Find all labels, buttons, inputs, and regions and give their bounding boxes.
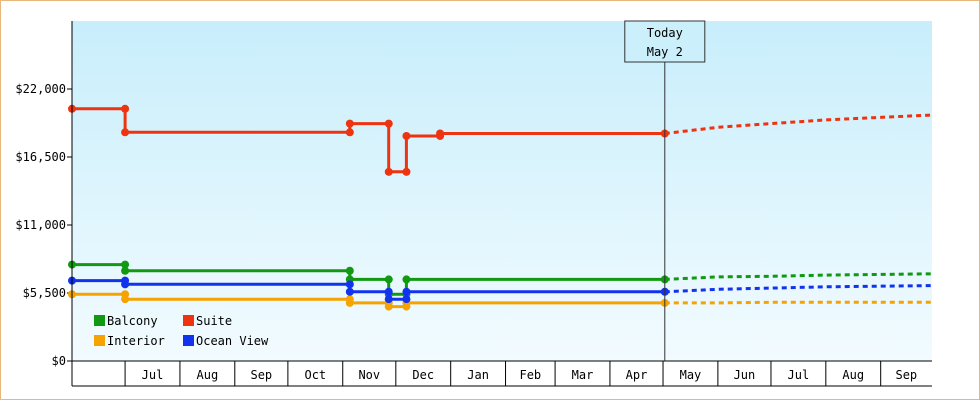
- x-tick-label: Apr: [626, 368, 648, 382]
- data-point-balcony: [345, 266, 354, 275]
- x-tick-label: Jan: [467, 368, 489, 382]
- legend: Balcony Suite Interior Ocean View: [94, 314, 269, 348]
- data-point-suite: [345, 119, 354, 128]
- today-date-label: May 2: [647, 45, 683, 59]
- legend-swatch-suite: [183, 315, 194, 326]
- legend-swatch-balcony: [94, 315, 105, 326]
- data-point-balcony: [121, 266, 130, 275]
- y-tick-label: $5,500: [23, 286, 66, 300]
- data-point-suite: [121, 104, 130, 113]
- legend-label-ocean-view: Ocean View: [196, 334, 269, 348]
- y-tick-label: $11,000: [15, 218, 66, 232]
- x-tick-label: Jul: [142, 368, 164, 382]
- x-tick-label: Oct: [304, 368, 326, 382]
- data-point-balcony: [384, 275, 393, 284]
- data-point-ocean-view: [402, 295, 411, 304]
- today-marker: Today May 2: [624, 20, 706, 361]
- x-tick-label: Aug: [197, 368, 219, 382]
- y-tick-label: $0: [52, 354, 66, 368]
- y-axis-ticks: $0 $5,500 $11,000 $16,500 $22,000: [15, 82, 72, 368]
- series-layer: [68, 104, 933, 311]
- data-point-suite: [121, 128, 130, 137]
- x-tick-label: Feb: [519, 368, 541, 382]
- data-point-balcony: [402, 275, 411, 284]
- legend-label-interior: Interior: [107, 334, 165, 348]
- legend-swatch-ocean-view: [183, 335, 194, 346]
- data-point-ocean-view: [121, 280, 130, 289]
- legend-label-balcony: Balcony: [107, 314, 158, 328]
- x-axis: Jul Aug Sep Oct Nov Dec Jan Feb Mar Apr May Jun Jul A…: [72, 360, 932, 387]
- x-tick-label: Nov: [358, 368, 380, 382]
- x-tick-label: Aug: [842, 368, 864, 382]
- data-point-balcony: [121, 260, 130, 269]
- today-box: [624, 20, 706, 63]
- legend-label-suite: Suite: [196, 314, 232, 328]
- x-tick-label: Jul: [788, 368, 810, 382]
- data-point-interior: [121, 295, 130, 304]
- data-point-suite: [402, 167, 411, 176]
- data-point-ocean-view: [384, 287, 393, 296]
- data-point-ocean-view: [345, 287, 354, 296]
- x-tick-label: May: [680, 368, 702, 382]
- legend-swatch-interior: [94, 335, 105, 346]
- y-tick-label: $22,000: [15, 82, 66, 96]
- data-point-suite: [345, 128, 354, 137]
- data-point-suite: [436, 129, 445, 138]
- x-tick-label: Dec: [412, 368, 434, 382]
- today-label: Today: [647, 26, 683, 40]
- data-point-suite: [384, 119, 393, 128]
- data-point-suite: [384, 167, 393, 176]
- x-tick-label: Sep: [250, 368, 272, 382]
- data-point-interior: [345, 298, 354, 307]
- plot-background: [72, 21, 932, 361]
- x-tick-label: Jun: [734, 368, 756, 382]
- x-tick-label: Sep: [895, 368, 917, 382]
- data-point-ocean-view: [384, 295, 393, 304]
- x-tick-label: Mar: [572, 368, 594, 382]
- data-point-interior: [384, 302, 393, 311]
- y-tick-label: $16,500: [15, 150, 66, 164]
- data-point-suite: [402, 131, 411, 140]
- data-point-ocean-view: [402, 287, 411, 296]
- data-point-ocean-view: [345, 280, 354, 289]
